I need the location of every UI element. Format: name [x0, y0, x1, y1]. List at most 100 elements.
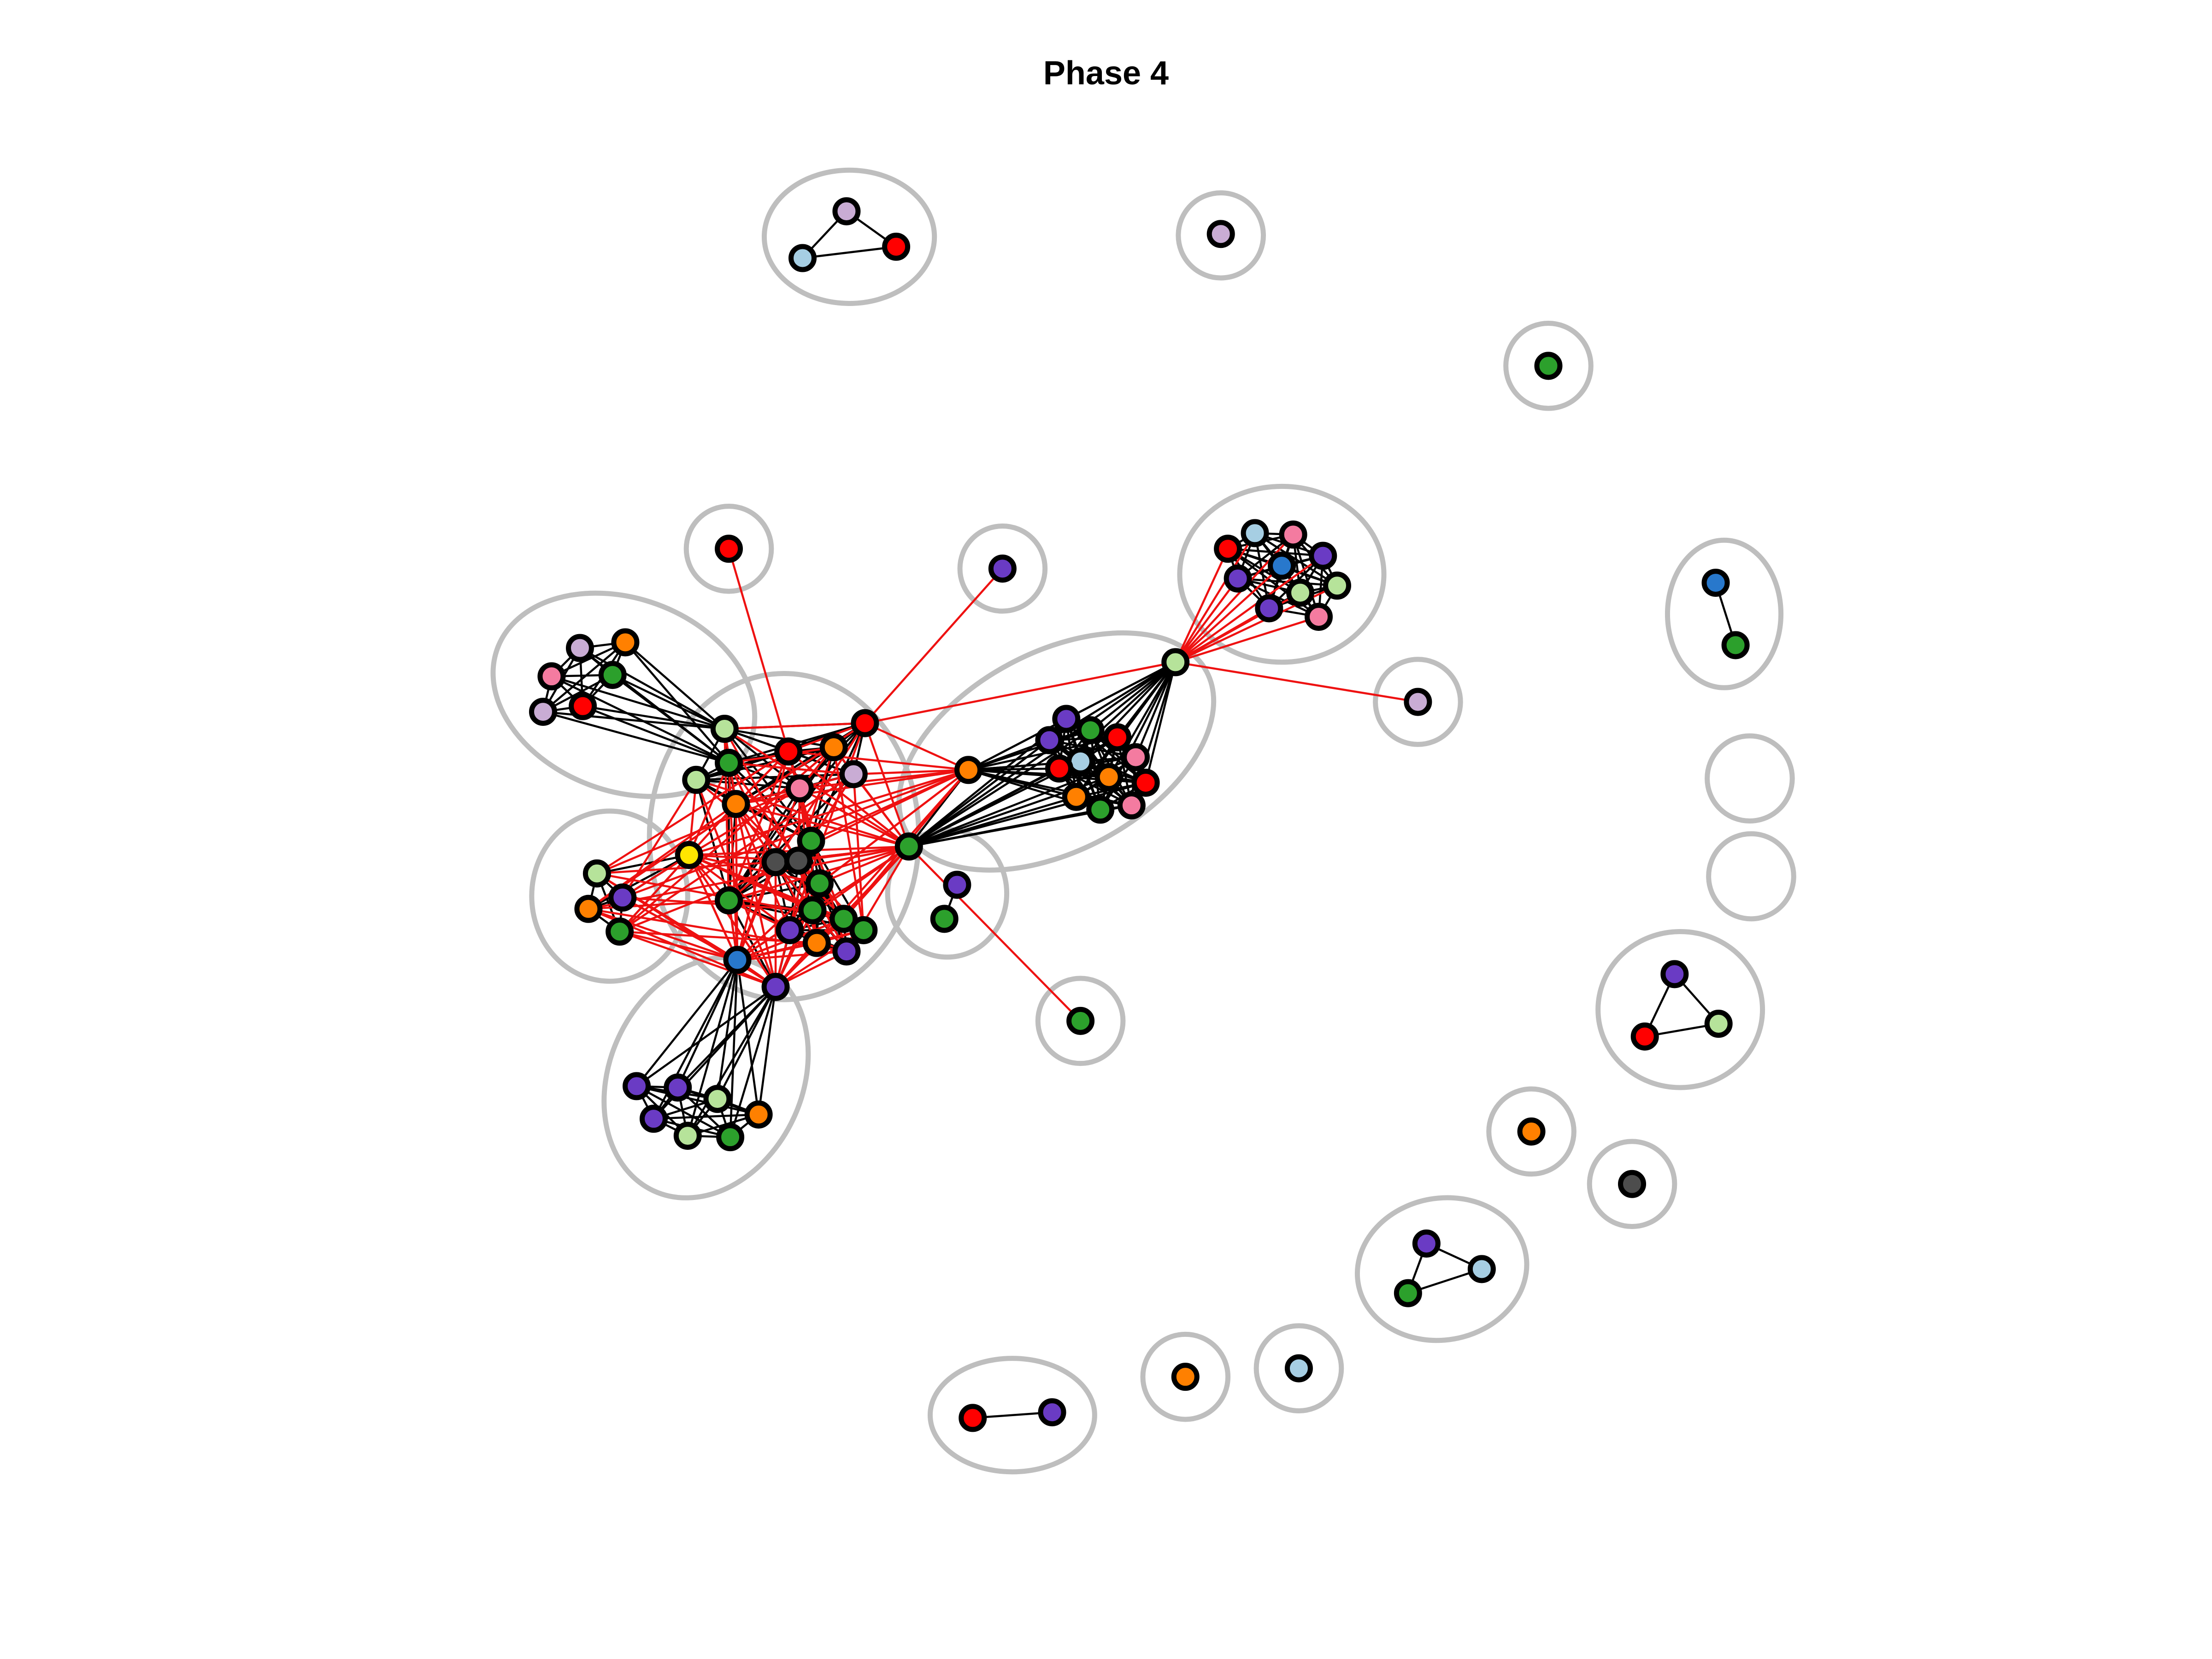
- graph-node: [1086, 795, 1115, 824]
- edge-within-community: [908, 767, 1060, 847]
- community-hull: [1665, 537, 1784, 690]
- edge-between-communities: [798, 845, 909, 862]
- edge-between-communities: [811, 769, 969, 842]
- edge-between-communities: [618, 854, 690, 933]
- edge-between-communities: [853, 769, 969, 776]
- graph-node: [715, 535, 743, 563]
- graph-node: [1206, 220, 1235, 248]
- graph-node: [1255, 594, 1283, 623]
- edge-within-community: [1292, 534, 1320, 618]
- graph-node: [675, 841, 703, 869]
- graph-node: [1305, 602, 1333, 631]
- graph-node: [1161, 648, 1190, 677]
- graph-node: [930, 905, 959, 933]
- edge-within-community: [716, 959, 739, 1099]
- edge-between-communities: [819, 845, 910, 884]
- community-hull: [1354, 1195, 1530, 1343]
- edge-between-communities: [736, 861, 777, 960]
- graph-node: [785, 774, 814, 803]
- edge-between-communities: [908, 846, 1082, 1022]
- edge-between-communities: [736, 751, 789, 960]
- graph-node: [1309, 541, 1337, 570]
- graph-node: [1045, 754, 1073, 783]
- graph-node: [1517, 1117, 1546, 1146]
- graph-node: [802, 929, 831, 957]
- graph-node: [830, 905, 858, 933]
- graph-nodes: [529, 197, 1750, 1432]
- graph-node: [723, 946, 752, 974]
- graph-node: [1404, 688, 1432, 716]
- edge-within-community: [579, 647, 725, 730]
- graph-node: [722, 790, 750, 818]
- graph-node: [582, 859, 611, 888]
- graph-node: [1052, 705, 1081, 733]
- community-hull: [490, 590, 758, 799]
- graph-node: [788, 244, 817, 272]
- edge-within-community: [542, 711, 729, 764]
- edge-between-communities: [799, 787, 910, 847]
- edge-between-communities: [1175, 565, 1283, 663]
- graph-node: [664, 1073, 692, 1102]
- edge-between-communities: [688, 854, 739, 961]
- edge-between-communities: [735, 803, 909, 848]
- graph-node: [1062, 782, 1090, 811]
- edge-between-communities: [622, 769, 969, 899]
- graph-node: [1701, 569, 1730, 597]
- graph-node: [761, 973, 790, 1001]
- graph-node: [1214, 535, 1242, 563]
- edge-between-communities: [1175, 555, 1324, 663]
- community-hull: [1706, 831, 1796, 922]
- edge-between-communities: [728, 548, 789, 752]
- graph-node: [776, 916, 804, 944]
- edge-within-community: [636, 986, 777, 1087]
- graph-node: [1171, 1363, 1200, 1391]
- edge-within-community: [635, 959, 738, 1087]
- graph-node: [1721, 631, 1750, 659]
- graph-node: [1534, 352, 1563, 380]
- edge-between-communities: [724, 728, 910, 847]
- graph-node: [774, 737, 803, 766]
- community-hull: [1486, 1086, 1577, 1177]
- graph-node: [1038, 1398, 1066, 1427]
- graph-node: [537, 662, 566, 691]
- graph-node: [574, 894, 603, 923]
- edge-between-communities: [688, 762, 730, 856]
- edge-within-community: [1237, 577, 1319, 618]
- edge-within-community: [551, 675, 729, 764]
- graph-node: [1066, 1006, 1095, 1035]
- graph-node: [565, 634, 594, 662]
- edge-within-community: [757, 987, 777, 1115]
- edge-between-communities: [864, 568, 1004, 724]
- edge-within-community: [582, 705, 725, 730]
- edge-between-communities: [819, 769, 969, 884]
- graph-node: [744, 1100, 773, 1129]
- edge-within-community: [908, 661, 1177, 847]
- graph-node: [1094, 763, 1123, 791]
- edge-between-communities: [812, 846, 910, 912]
- edge-within-community: [624, 641, 725, 730]
- graph-node: [784, 847, 812, 875]
- graph-node: [1412, 1229, 1441, 1258]
- edge-between-communities: [1175, 607, 1270, 663]
- graph-node: [959, 1404, 987, 1432]
- graph-node: [715, 886, 743, 915]
- graph-node: [1323, 571, 1352, 600]
- graph-node: [849, 916, 878, 944]
- graph-node: [1122, 743, 1150, 771]
- graph-node: [761, 848, 790, 877]
- community-hull: [1587, 1139, 1677, 1230]
- edge-within-community: [612, 674, 729, 764]
- graph-node: [1279, 520, 1307, 549]
- graph-node: [673, 1122, 702, 1150]
- edge-within-community: [582, 705, 729, 764]
- edge-within-community: [729, 986, 777, 1138]
- edge-between-communities: [864, 722, 969, 771]
- graph-node: [529, 698, 557, 726]
- edge-between-communities: [588, 899, 729, 910]
- edge-within-community: [624, 641, 730, 764]
- graph-node: [608, 883, 637, 912]
- chart-title: Phase 4: [1043, 55, 1169, 92]
- graph-node: [682, 765, 711, 794]
- graph-node: [1035, 726, 1064, 754]
